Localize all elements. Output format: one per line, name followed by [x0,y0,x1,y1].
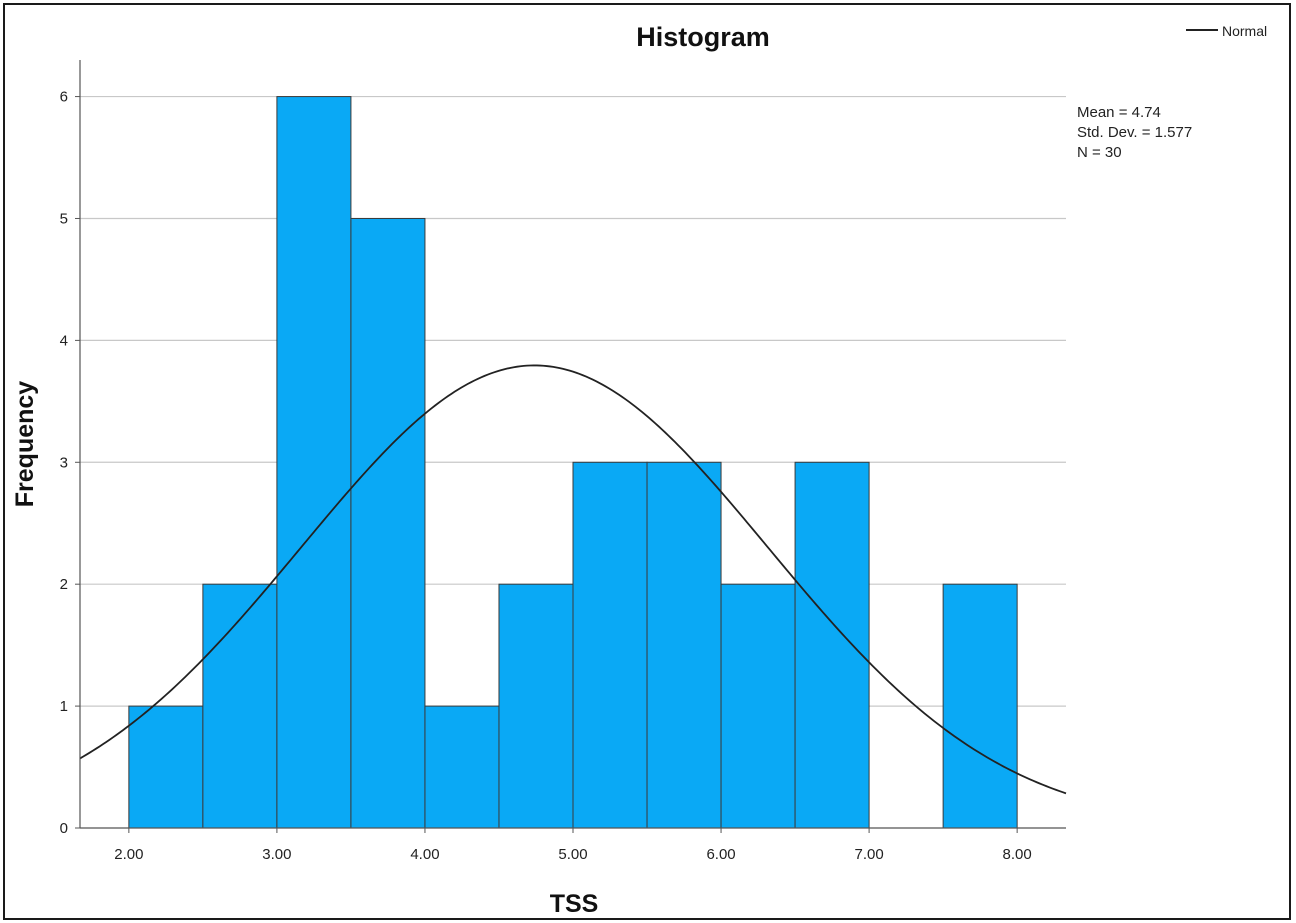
histogram-bar [424,705,500,829]
histogram-bar [720,583,796,829]
y-tick-label: 5 [60,210,68,227]
y-tick-label: 2 [60,576,68,593]
stats-box: Mean = 4.74 Std. Dev. = 1.577 N = 30 [1077,104,1192,161]
y-tick-label: 3 [60,454,68,471]
histogram-bar [942,583,1018,829]
chart-title: Histogram [636,22,770,52]
histogram-bar [128,705,204,829]
x-tick-labels: 2.00 3.00 4.00 5.00 6.00 7.00 8.00 [114,828,1032,863]
y-tick-label: 4 [60,332,68,349]
x-tick-label: 5.00 [558,846,587,863]
stat-std-dev: Std. Dev. = 1.577 [1077,124,1192,141]
x-tick-label: 4.00 [410,846,439,863]
histogram-bar [498,583,574,829]
histogram-bar [276,96,352,829]
y-tick-label: 0 [60,820,68,837]
x-tick-label: 3.00 [262,846,291,863]
histogram-bar [350,217,426,829]
y-tick-labels: 0 1 2 3 4 5 6 [60,89,80,837]
histogram-bar [572,461,648,829]
y-tick-label: 1 [60,698,68,715]
x-tick-label: 7.00 [854,846,883,863]
y-axis-title: Frequency [11,381,39,508]
histogram-bar [646,461,722,829]
y-tick-label: 6 [60,89,68,106]
stat-mean: Mean = 4.74 [1077,104,1161,121]
normal-curve [79,364,1067,795]
histogram-bar [202,583,278,829]
x-tick-label: 2.00 [114,846,143,863]
bars [128,96,1018,829]
legend-label-normal: Normal [1222,23,1267,39]
legend: Normal [1186,23,1267,39]
stat-n: N = 30 [1077,144,1122,161]
histogram-bar [794,461,870,829]
x-tick-label: 6.00 [706,846,735,863]
x-axis-title: TSS [550,890,599,918]
x-tick-label: 8.00 [1003,846,1032,863]
